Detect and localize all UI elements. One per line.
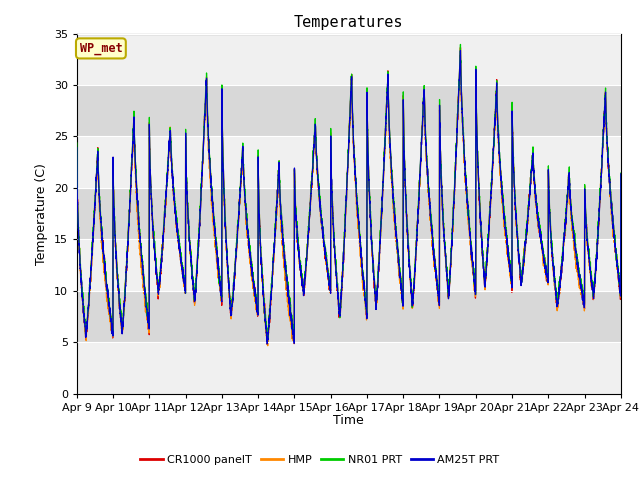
AM25T PRT xyxy=(73,145,81,151)
HMP xyxy=(456,45,464,51)
Line: NR01 PRT: NR01 PRT xyxy=(77,45,621,342)
NR01 PRT xyxy=(456,42,464,48)
NR01 PRT xyxy=(616,285,624,290)
CR1000 panelT xyxy=(502,235,509,240)
NR01 PRT xyxy=(471,278,479,284)
Bar xyxy=(77,240,621,291)
AM25T PRT xyxy=(171,200,179,206)
CR1000 panelT xyxy=(617,171,625,177)
HMP xyxy=(617,172,625,178)
AM25T PRT xyxy=(471,280,479,286)
CR1000 panelT xyxy=(171,203,179,208)
AM25T PRT xyxy=(502,228,509,234)
HMP xyxy=(171,202,179,207)
Line: CR1000 panelT: CR1000 panelT xyxy=(77,48,621,345)
Bar xyxy=(77,291,621,342)
Title: Temperatures: Temperatures xyxy=(294,15,404,30)
CR1000 panelT xyxy=(441,244,449,250)
HMP xyxy=(73,146,81,152)
NR01 PRT xyxy=(171,194,179,200)
CR1000 panelT xyxy=(73,145,81,151)
AM25T PRT xyxy=(616,287,624,293)
NR01 PRT xyxy=(291,339,298,345)
NR01 PRT xyxy=(502,226,509,231)
Bar xyxy=(77,85,621,136)
Text: WP_met: WP_met xyxy=(79,42,122,55)
CR1000 panelT xyxy=(616,284,624,289)
NR01 PRT xyxy=(329,201,337,206)
NR01 PRT xyxy=(73,140,81,146)
Y-axis label: Temperature (C): Temperature (C) xyxy=(35,163,48,264)
HMP xyxy=(264,343,271,348)
HMP xyxy=(329,198,337,204)
Bar xyxy=(77,136,621,188)
X-axis label: Time: Time xyxy=(333,414,364,427)
Legend: CR1000 panelT, HMP, NR01 PRT, AM25T PRT: CR1000 panelT, HMP, NR01 PRT, AM25T PRT xyxy=(136,451,504,469)
AM25T PRT xyxy=(456,48,464,53)
Bar xyxy=(77,34,621,85)
HMP xyxy=(471,283,479,288)
CR1000 panelT xyxy=(329,204,337,209)
CR1000 panelT xyxy=(456,45,464,50)
AM25T PRT xyxy=(329,203,337,209)
CR1000 panelT xyxy=(264,342,271,348)
Line: AM25T PRT: AM25T PRT xyxy=(77,50,621,344)
CR1000 panelT xyxy=(471,282,479,288)
Line: HMP: HMP xyxy=(77,48,621,346)
AM25T PRT xyxy=(617,171,625,177)
HMP xyxy=(502,240,509,246)
HMP xyxy=(441,241,449,247)
Bar xyxy=(77,188,621,240)
NR01 PRT xyxy=(441,240,449,245)
AM25T PRT xyxy=(441,244,449,250)
Bar xyxy=(77,342,621,394)
NR01 PRT xyxy=(617,170,625,176)
AM25T PRT xyxy=(264,341,271,347)
HMP xyxy=(616,289,624,295)
